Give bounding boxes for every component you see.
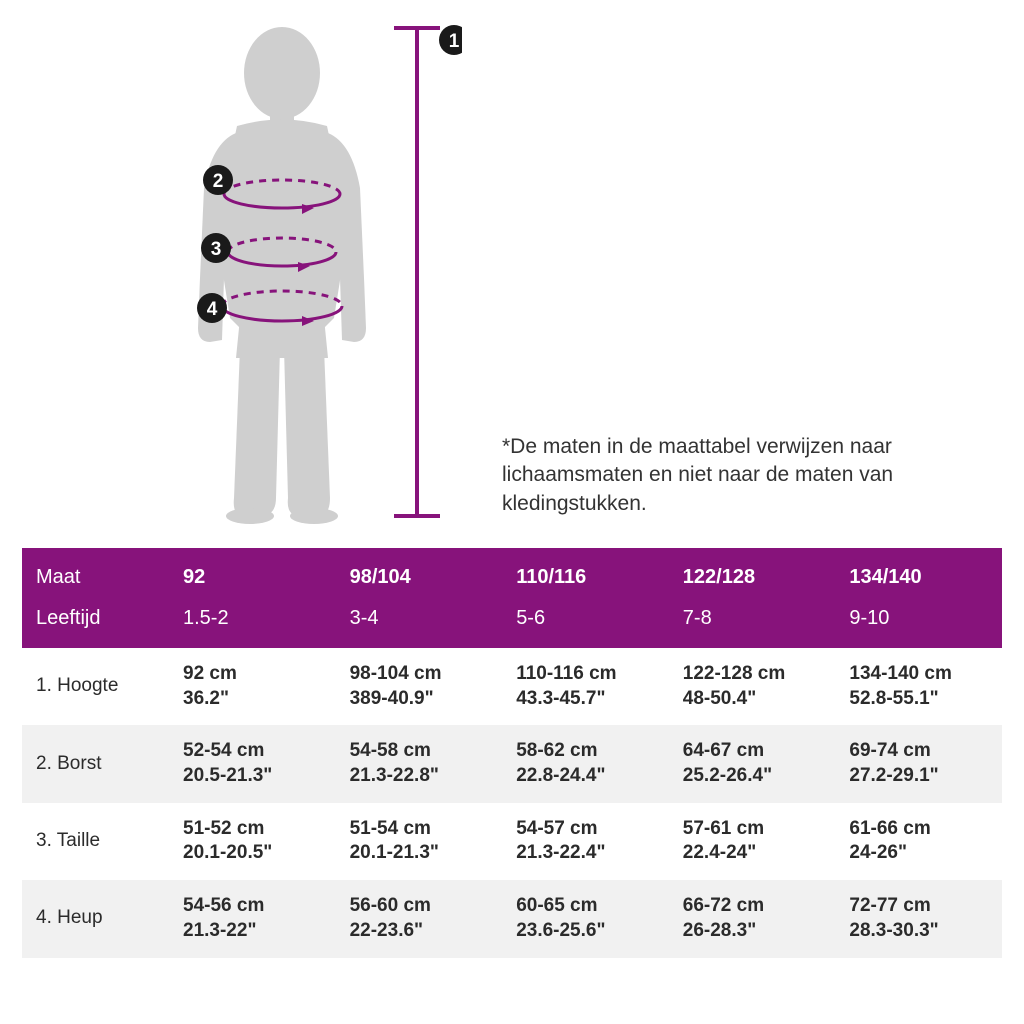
data-cell: 60-65 cm23.6-25.6" <box>502 880 669 957</box>
header-age-1: 3-4 <box>336 595 503 648</box>
table-body: 1. Hoogte92 cm36.2"98-104 cm389-40.9"110… <box>22 648 1002 958</box>
header-row-size: Maat 92 98/104 110/116 122/128 134/140 <box>22 548 1002 595</box>
data-cell: 64-67 cm25.2-26.4" <box>669 725 836 802</box>
value-in: 21.3-22.8" <box>350 764 489 789</box>
header-age-3: 7-8 <box>669 595 836 648</box>
size-note: *De maten in de maattabel verwijzen naar… <box>502 433 922 518</box>
data-cell: 54-56 cm21.3-22" <box>169 880 336 957</box>
value-in: 25.2-26.4" <box>683 764 822 789</box>
data-cell: 122-128 cm48-50.4" <box>669 648 836 725</box>
header-size-0: 92 <box>169 548 336 595</box>
marker-4: 4 <box>207 299 218 320</box>
value-in: 20.1-21.3" <box>350 841 489 866</box>
header-label-size: Maat <box>22 548 169 595</box>
value-cm: 57-61 cm <box>683 817 822 842</box>
value-in: 36.2" <box>183 687 322 712</box>
data-cell: 110-116 cm43.3-45.7" <box>502 648 669 725</box>
data-cell: 61-66 cm24-26" <box>835 803 1002 880</box>
value-cm: 98-104 cm <box>350 662 489 687</box>
table-header: Maat 92 98/104 110/116 122/128 134/140 L… <box>22 548 1002 648</box>
diagram-and-note: 1 2 3 4 *De maten in de maattabel verwij… <box>22 18 1002 528</box>
data-cell: 66-72 cm26-28.3" <box>669 880 836 957</box>
header-age-2: 5-6 <box>502 595 669 648</box>
value-in: 48-50.4" <box>683 687 822 712</box>
value-in: 20.5-21.3" <box>183 764 322 789</box>
data-cell: 51-52 cm20.1-20.5" <box>169 803 336 880</box>
value-in: 52.8-55.1" <box>849 687 988 712</box>
data-cell: 58-62 cm22.8-24.4" <box>502 725 669 802</box>
value-in: 21.3-22.4" <box>516 841 655 866</box>
value-in: 20.1-20.5" <box>183 841 322 866</box>
data-cell: 56-60 cm22-23.6" <box>336 880 503 957</box>
row-label: 3. Taille <box>22 803 169 880</box>
value-cm: 69-74 cm <box>849 739 988 764</box>
header-age-4: 9-10 <box>835 595 1002 648</box>
row-label: 1. Hoogte <box>22 648 169 725</box>
data-cell: 72-77 cm28.3-30.3" <box>835 880 1002 957</box>
value-cm: 60-65 cm <box>516 894 655 919</box>
table-row: 1. Hoogte92 cm36.2"98-104 cm389-40.9"110… <box>22 648 1002 725</box>
header-label-age: Leeftijd <box>22 595 169 648</box>
data-cell: 92 cm36.2" <box>169 648 336 725</box>
value-cm: 61-66 cm <box>849 817 988 842</box>
value-in: 21.3-22" <box>183 919 322 944</box>
row-label: 2. Borst <box>22 725 169 802</box>
value-cm: 110-116 cm <box>516 662 655 687</box>
value-in: 28.3-30.3" <box>849 919 988 944</box>
size-chart-table: Maat 92 98/104 110/116 122/128 134/140 L… <box>22 548 1002 958</box>
value-cm: 58-62 cm <box>516 739 655 764</box>
value-cm: 56-60 cm <box>350 894 489 919</box>
row-label: 4. Heup <box>22 880 169 957</box>
data-cell: 57-61 cm22.4-24" <box>669 803 836 880</box>
value-cm: 72-77 cm <box>849 894 988 919</box>
value-in: 24-26" <box>849 841 988 866</box>
marker-3: 3 <box>211 239 222 260</box>
header-age-0: 1.5-2 <box>169 595 336 648</box>
value-in: 43.3-45.7" <box>516 687 655 712</box>
data-cell: 98-104 cm389-40.9" <box>336 648 503 725</box>
value-in: 26-28.3" <box>683 919 822 944</box>
marker-2: 2 <box>213 171 224 192</box>
value-cm: 134-140 cm <box>849 662 988 687</box>
data-cell: 52-54 cm20.5-21.3" <box>169 725 336 802</box>
data-cell: 51-54 cm20.1-21.3" <box>336 803 503 880</box>
value-cm: 51-52 cm <box>183 817 322 842</box>
value-cm: 52-54 cm <box>183 739 322 764</box>
header-size-3: 122/128 <box>669 548 836 595</box>
value-in: 23.6-25.6" <box>516 919 655 944</box>
value-in: 22.4-24" <box>683 841 822 866</box>
body-measurement-diagram: 1 2 3 4 <box>22 18 462 528</box>
value-cm: 54-58 cm <box>350 739 489 764</box>
value-cm: 54-57 cm <box>516 817 655 842</box>
value-in: 27.2-29.1" <box>849 764 988 789</box>
data-cell: 134-140 cm52.8-55.1" <box>835 648 1002 725</box>
value-cm: 66-72 cm <box>683 894 822 919</box>
value-in: 22-23.6" <box>350 919 489 944</box>
value-cm: 92 cm <box>183 662 322 687</box>
header-row-age: Leeftijd 1.5-2 3-4 5-6 7-8 9-10 <box>22 595 1002 648</box>
value-in: 22.8-24.4" <box>516 764 655 789</box>
data-cell: 69-74 cm27.2-29.1" <box>835 725 1002 802</box>
value-in: 389-40.9" <box>350 687 489 712</box>
value-cm: 54-56 cm <box>183 894 322 919</box>
value-cm: 122-128 cm <box>683 662 822 687</box>
value-cm: 64-67 cm <box>683 739 822 764</box>
table-row: 2. Borst52-54 cm20.5-21.3"54-58 cm21.3-2… <box>22 725 1002 802</box>
table-row: 3. Taille51-52 cm20.1-20.5"51-54 cm20.1-… <box>22 803 1002 880</box>
header-size-4: 134/140 <box>835 548 1002 595</box>
marker-1: 1 <box>449 31 460 52</box>
data-cell: 54-57 cm21.3-22.4" <box>502 803 669 880</box>
data-cell: 54-58 cm21.3-22.8" <box>336 725 503 802</box>
header-size-1: 98/104 <box>336 548 503 595</box>
table-row: 4. Heup54-56 cm21.3-22"56-60 cm22-23.6"6… <box>22 880 1002 957</box>
value-cm: 51-54 cm <box>350 817 489 842</box>
header-size-2: 110/116 <box>502 548 669 595</box>
